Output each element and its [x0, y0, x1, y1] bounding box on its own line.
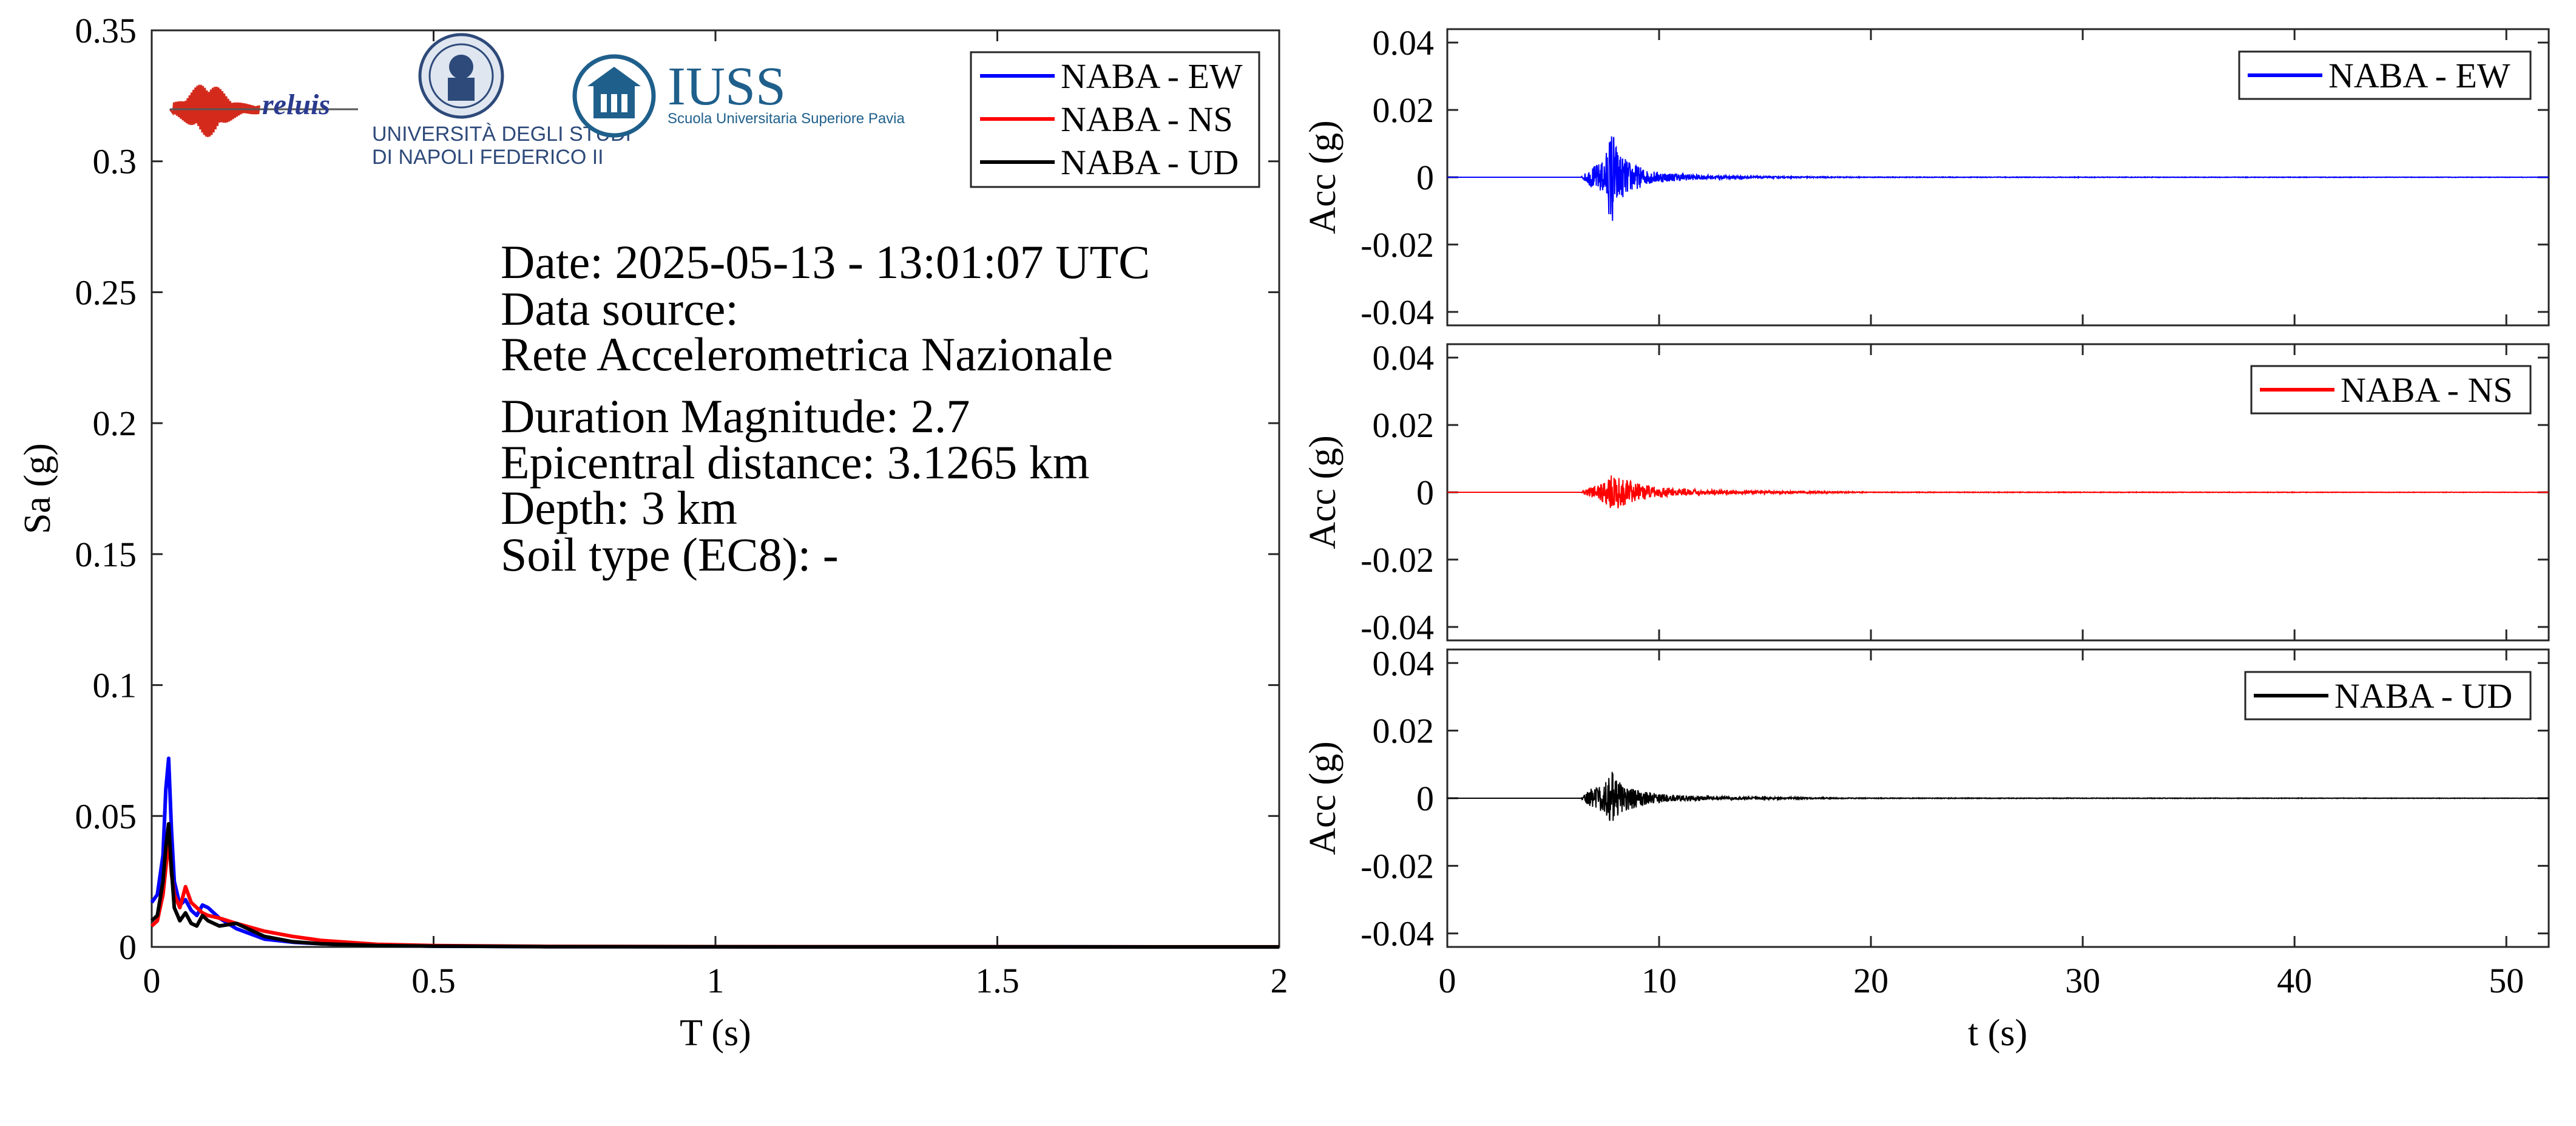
acc-legend-label: NABA - NS [2341, 370, 2513, 410]
acc-x-tick-label: 30 [2065, 961, 2100, 1000]
response-spectrum-chart: 0 0.05 0.1 0.15 0.2 0.25 0.3 0.35 0 0.5 1 1.5 2 T (… [17, 11, 1288, 1054]
spectrum-series-line-3 [150, 822, 1280, 949]
spectrum-y-ticks: 0 0.05 0.1 0.15 0.2 0.25 0.3 0.35 [75, 11, 1279, 967]
acc-y-tick-label: 0.04 [1373, 23, 1435, 63]
spectrum-y-tick-label: 0.05 [75, 796, 137, 836]
unina-seal-icon [418, 33, 504, 119]
reluis-logo: reluis [169, 84, 358, 137]
data-source-label: Data source: [501, 282, 739, 335]
acc-y-tick-label: 0.04 [1373, 643, 1435, 683]
spectrum-y-tick-label: 0.2 [93, 404, 137, 443]
acc-legend-1: NABA - EW [2238, 50, 2532, 100]
time-x-label: t (s) [1968, 1012, 2027, 1054]
acc-x-tick-label: 50 [2489, 961, 2524, 1000]
iuss-emblem-icon [572, 54, 656, 138]
spectrum-x-tick-label: 0 [143, 961, 161, 1000]
acc-y-tick-label: 0 [1416, 779, 1434, 818]
acc-y-tick-label: -0.02 [1361, 846, 1434, 886]
acc-y-tick-label: -0.04 [1361, 608, 1434, 647]
spectrum-y-tick-label: 0 [119, 928, 137, 967]
soil-type: Soil type (EC8): - [501, 528, 839, 581]
acc-x-tick-label: 40 [2277, 961, 2312, 1000]
acc-waveform-2 [1447, 475, 2549, 509]
acc-panel-1: 0.04 0.02 0 -0.02 -0.04 Acc (g) NABA - EW [1302, 23, 2550, 332]
acc-legend-3: NABA - UD [2244, 671, 2532, 721]
epicentral-distance: Epicentral distance: 3.1265 km [501, 436, 1089, 489]
acc-x-tick-label: 10 [1641, 961, 1677, 1000]
acc-y-tick-label: 0.02 [1373, 405, 1435, 445]
acc-y-tick-label: -0.02 [1361, 540, 1434, 580]
acc-y-tick-label: -0.04 [1361, 914, 1434, 954]
spectrum-x-tick-label: 1 [707, 961, 725, 1000]
iuss-wordmark: IUSS [668, 56, 786, 117]
acc-x-tick-label: 20 [1853, 961, 1888, 1000]
depth: Depth: 3 km [501, 481, 737, 534]
acc-legend-label: NABA - UD [2334, 676, 2512, 716]
unina-logo: UNIVERSITÀ DEGLI STUDI DI NAPOLI FEDERIC… [372, 33, 631, 169]
acc-legend-2: NABA - NS [2250, 365, 2532, 415]
spectrum-y-tick-label: 0.25 [75, 273, 137, 312]
acc-y-label: Acc (g) [1302, 741, 1344, 855]
acc-panel-2: 0.04 0.02 0 -0.02 -0.04 Acc (g) NABA - NS [1302, 338, 2550, 647]
legend-label-ns: NABA - NS [1061, 100, 1233, 139]
spectrum-x-tick-label: 0.5 [411, 961, 456, 1000]
spectrum-y-label: Sa (g) [17, 443, 58, 534]
spectrum-series [150, 756, 1280, 949]
acc-waveform-3 [1447, 772, 2549, 821]
iuss-logo: IUSS Scuola Universitaria Superiore Pavi… [572, 54, 905, 138]
event-date: Date: 2025-05-13 - 13:01:07 UTC [501, 236, 1150, 288]
spectrum-y-tick-label: 0.35 [75, 11, 137, 50]
iuss-subtitle: Scuola Universitaria Superiore Pavia [668, 110, 905, 127]
legend-label-ew: NABA - EW [1061, 56, 1243, 96]
acc-y-tick-label: 0 [1416, 158, 1434, 197]
acc-y-tick-label: 0.02 [1373, 90, 1435, 130]
acc-y-tick-label: 0 [1416, 473, 1434, 512]
spectrum-y-tick-label: 0.3 [93, 142, 137, 181]
acc-y-label: Acc (g) [1302, 435, 1344, 549]
acc-y-tick-label: -0.04 [1361, 293, 1434, 332]
acc-waveform-1 [1447, 136, 2549, 221]
acc-x-tick-label: 0 [1439, 961, 1456, 1000]
event-info-block: Date: 2025-05-13 - 13:01:07 UTC Data sou… [501, 236, 1150, 581]
reluis-wordmark: reluis [262, 89, 330, 121]
acc-y-tick-label: -0.02 [1361, 225, 1434, 265]
spectrum-legend: NABA - EW NABA - NS NABA - UD [970, 51, 1260, 188]
reluis-wave-icon [169, 84, 260, 137]
spectrum-x-ticks: 0 0.5 1 1.5 2 [143, 30, 1288, 1000]
acc-y-tick-label: 0.02 [1373, 711, 1435, 751]
acc-y-tick-label: 0.04 [1373, 338, 1435, 378]
acc-y-label: Acc (g) [1302, 120, 1344, 234]
legend-label-ud: NABA - UD [1061, 143, 1239, 182]
spectrum-x-tick-label: 1.5 [975, 961, 1019, 1000]
duration-magnitude: Duration Magnitude: 2.7 [501, 390, 970, 443]
unina-name-line2: DI NAPOLI FEDERICO II [372, 146, 604, 169]
acc-legend-label: NABA - EW [2328, 56, 2510, 95]
spectrum-y-tick-label: 0.1 [93, 666, 137, 705]
data-source-value: Rete Accelerometrica Nazionale [501, 328, 1113, 381]
spectrum-x-tick-label: 2 [1271, 961, 1288, 1000]
spectrum-x-label: T (s) [680, 1012, 751, 1054]
spectrum-y-tick-label: 0.15 [75, 535, 137, 574]
